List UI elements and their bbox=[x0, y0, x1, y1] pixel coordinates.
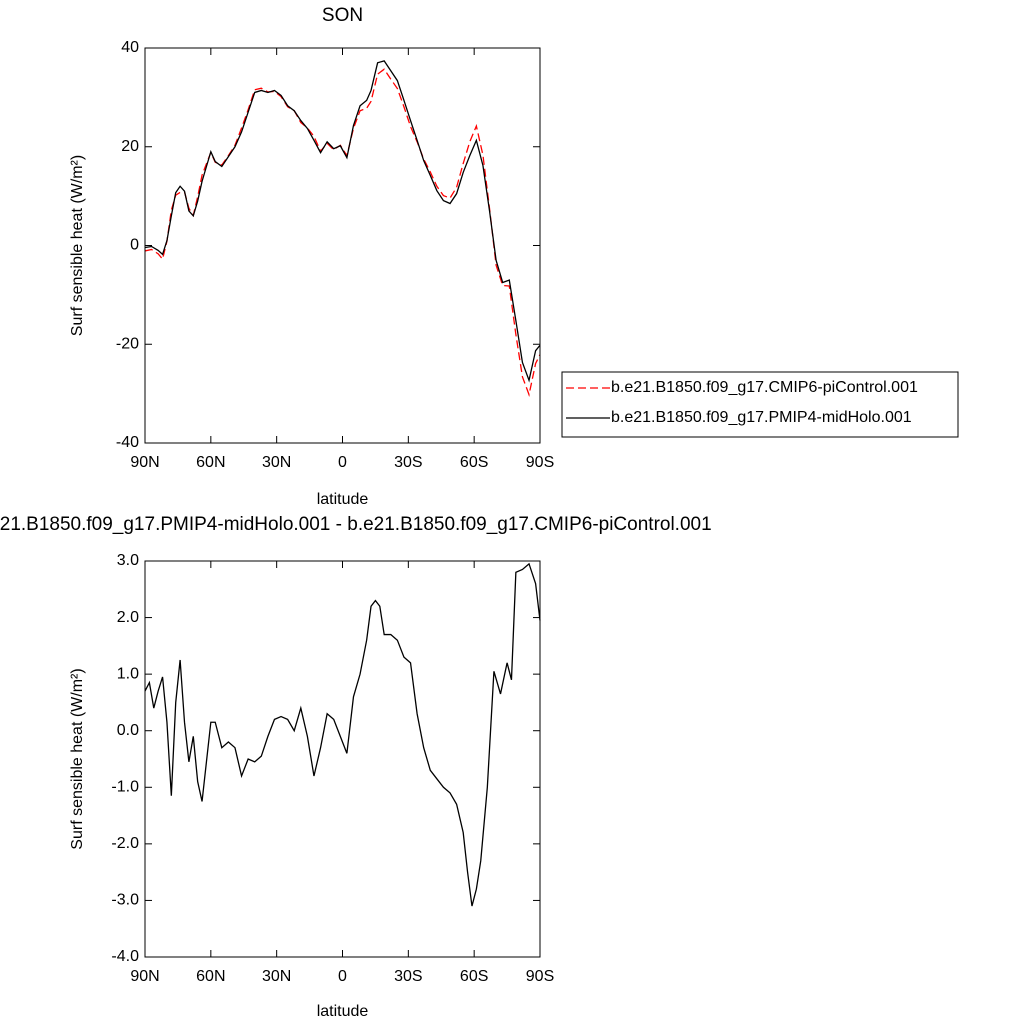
x-tick-label: 60N bbox=[196, 968, 225, 985]
plot-frame bbox=[144, 47, 541, 444]
y-tick-label: -4.0 bbox=[111, 948, 139, 965]
data-line bbox=[144, 68, 541, 397]
legend-label: b.e21.B1850.f09_g17.PMIP4-midHolo.001 bbox=[611, 409, 912, 426]
chart-title: b.e21.B1850.f09_g17.PMIP4-midHolo.001 - … bbox=[0, 514, 712, 535]
y-tick-label: -1.0 bbox=[111, 779, 139, 796]
y-tick-label: 1.0 bbox=[117, 665, 139, 682]
x-axis-label: latitude bbox=[317, 1003, 369, 1020]
chart-title: SON bbox=[322, 5, 363, 26]
y-axis-label: Surf sensible heat (W/m²) bbox=[69, 155, 86, 336]
x-tick-label: 30N bbox=[262, 968, 291, 985]
x-tick-label: 90N bbox=[130, 968, 159, 985]
legend-label: b.e21.B1850.f09_g17.CMIP6-piControl.001 bbox=[611, 379, 918, 396]
x-tick-label: 0 bbox=[338, 454, 347, 471]
x-tick-label: 90N bbox=[130, 454, 159, 471]
x-tick-label: 0 bbox=[338, 968, 347, 985]
y-tick-label: 40 bbox=[121, 39, 139, 56]
legend-box bbox=[561, 371, 959, 438]
x-tick-label: 30N bbox=[262, 454, 291, 471]
y-tick-label: 0.0 bbox=[117, 722, 139, 739]
y-tick-label: 0 bbox=[130, 237, 139, 254]
plot-frame bbox=[144, 560, 541, 958]
data-line bbox=[144, 60, 541, 383]
y-tick-label: -40 bbox=[116, 434, 139, 451]
x-tick-label: 30S bbox=[394, 968, 422, 985]
data-line bbox=[144, 562, 541, 907]
x-tick-label: 60S bbox=[460, 454, 488, 471]
y-axis-label: Surf sensible heat (W/m²) bbox=[69, 668, 86, 849]
x-tick-label: 90S bbox=[526, 968, 554, 985]
y-tick-label: -20 bbox=[116, 335, 139, 352]
x-tick-label: 60N bbox=[196, 454, 225, 471]
x-tick-label: 90S bbox=[526, 454, 554, 471]
x-tick-label: 30S bbox=[394, 454, 422, 471]
y-tick-label: -3.0 bbox=[111, 892, 139, 909]
x-axis-label: latitude bbox=[317, 491, 369, 508]
y-tick-label: 3.0 bbox=[117, 552, 139, 569]
y-tick-label: -2.0 bbox=[111, 835, 139, 852]
x-tick-label: 60S bbox=[460, 968, 488, 985]
y-tick-label: 20 bbox=[121, 138, 139, 155]
y-tick-label: 2.0 bbox=[117, 609, 139, 626]
